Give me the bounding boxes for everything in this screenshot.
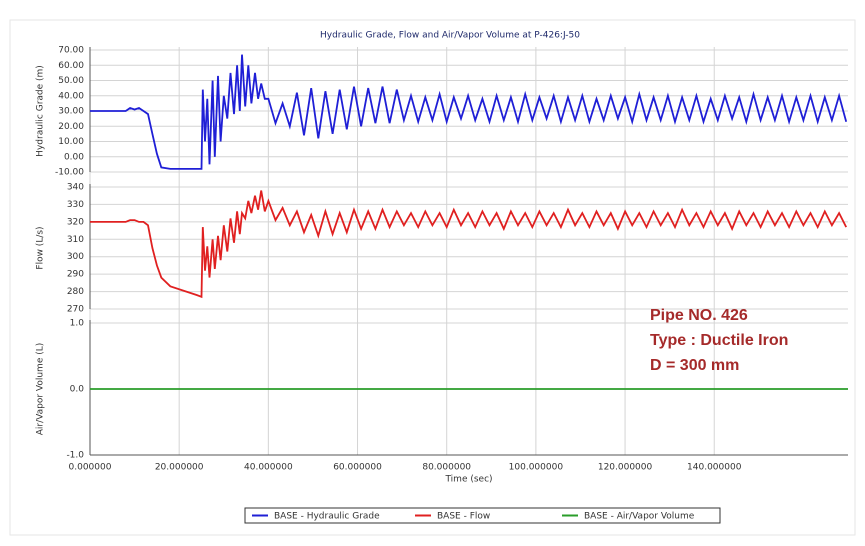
y-tick-label: 280: [67, 287, 84, 297]
legend-label: BASE - Air/Vapor Volume: [584, 512, 695, 522]
y-tick-label: 310: [67, 235, 84, 245]
legend-label: BASE - Flow: [437, 512, 490, 522]
legend-label: BASE - Hydraulic Grade: [274, 512, 380, 522]
y-tick-label: 30.00: [58, 107, 84, 117]
y-tick-label: 340: [67, 183, 84, 193]
y-tick-label: 290: [67, 270, 84, 280]
y-tick-label: 0.0: [70, 385, 85, 395]
annotation: D = 300 mm: [650, 357, 739, 374]
y-tick-label: 270: [67, 305, 84, 315]
y-axis-title: Flow (L/s): [36, 226, 46, 269]
series-line: [90, 54, 848, 170]
y-axis-title: Hydraulic Grade (m): [36, 65, 46, 157]
y-tick-label: 0.00: [64, 152, 84, 162]
x-tick-label: 60.000000: [333, 463, 382, 473]
annotation: Pipe NO. 426: [650, 307, 748, 324]
annotation: Type : Ductile Iron: [650, 332, 788, 349]
y-tick-label: 20.00: [58, 122, 84, 132]
chart-title: Hydraulic Grade, Flow and Air/Vapor Volu…: [320, 31, 580, 41]
y-tick-label: 70.00: [58, 46, 84, 56]
series-line: [90, 190, 848, 299]
x-tick-label: 120.000000: [598, 463, 653, 473]
x-tick-label: 80.000000: [422, 463, 471, 473]
y-tick-label: 320: [67, 217, 84, 227]
x-tick-label: 0.000000: [69, 463, 112, 473]
x-tick-label: 140.000000: [687, 463, 742, 473]
x-tick-label: 40.000000: [244, 463, 293, 473]
x-axis-title: Time (sec): [444, 475, 492, 485]
legend: BASE - Hydraulic Grade BASE - Flow BASE - …: [244, 507, 721, 524]
chart-frame: [9, 19, 856, 536]
y-tick-label: -1.0: [66, 451, 84, 461]
y-tick-label: 300: [67, 252, 84, 262]
y-tick-label: 330: [67, 200, 84, 210]
y-tick-label: 50.00: [58, 76, 84, 86]
legend-box: [244, 507, 721, 524]
y-axis-title: Air/Vapor Volume (L): [36, 343, 46, 436]
x-tick-label: 100.000000: [509, 463, 564, 473]
y-tick-label: -10.00: [55, 168, 84, 178]
y-tick-label: 10.00: [58, 137, 84, 147]
y-tick-label: 60.00: [58, 61, 84, 71]
y-tick-label: 1.0: [70, 319, 85, 329]
y-tick-label: 40.00: [58, 91, 84, 101]
x-tick-label: 20.000000: [155, 463, 204, 473]
